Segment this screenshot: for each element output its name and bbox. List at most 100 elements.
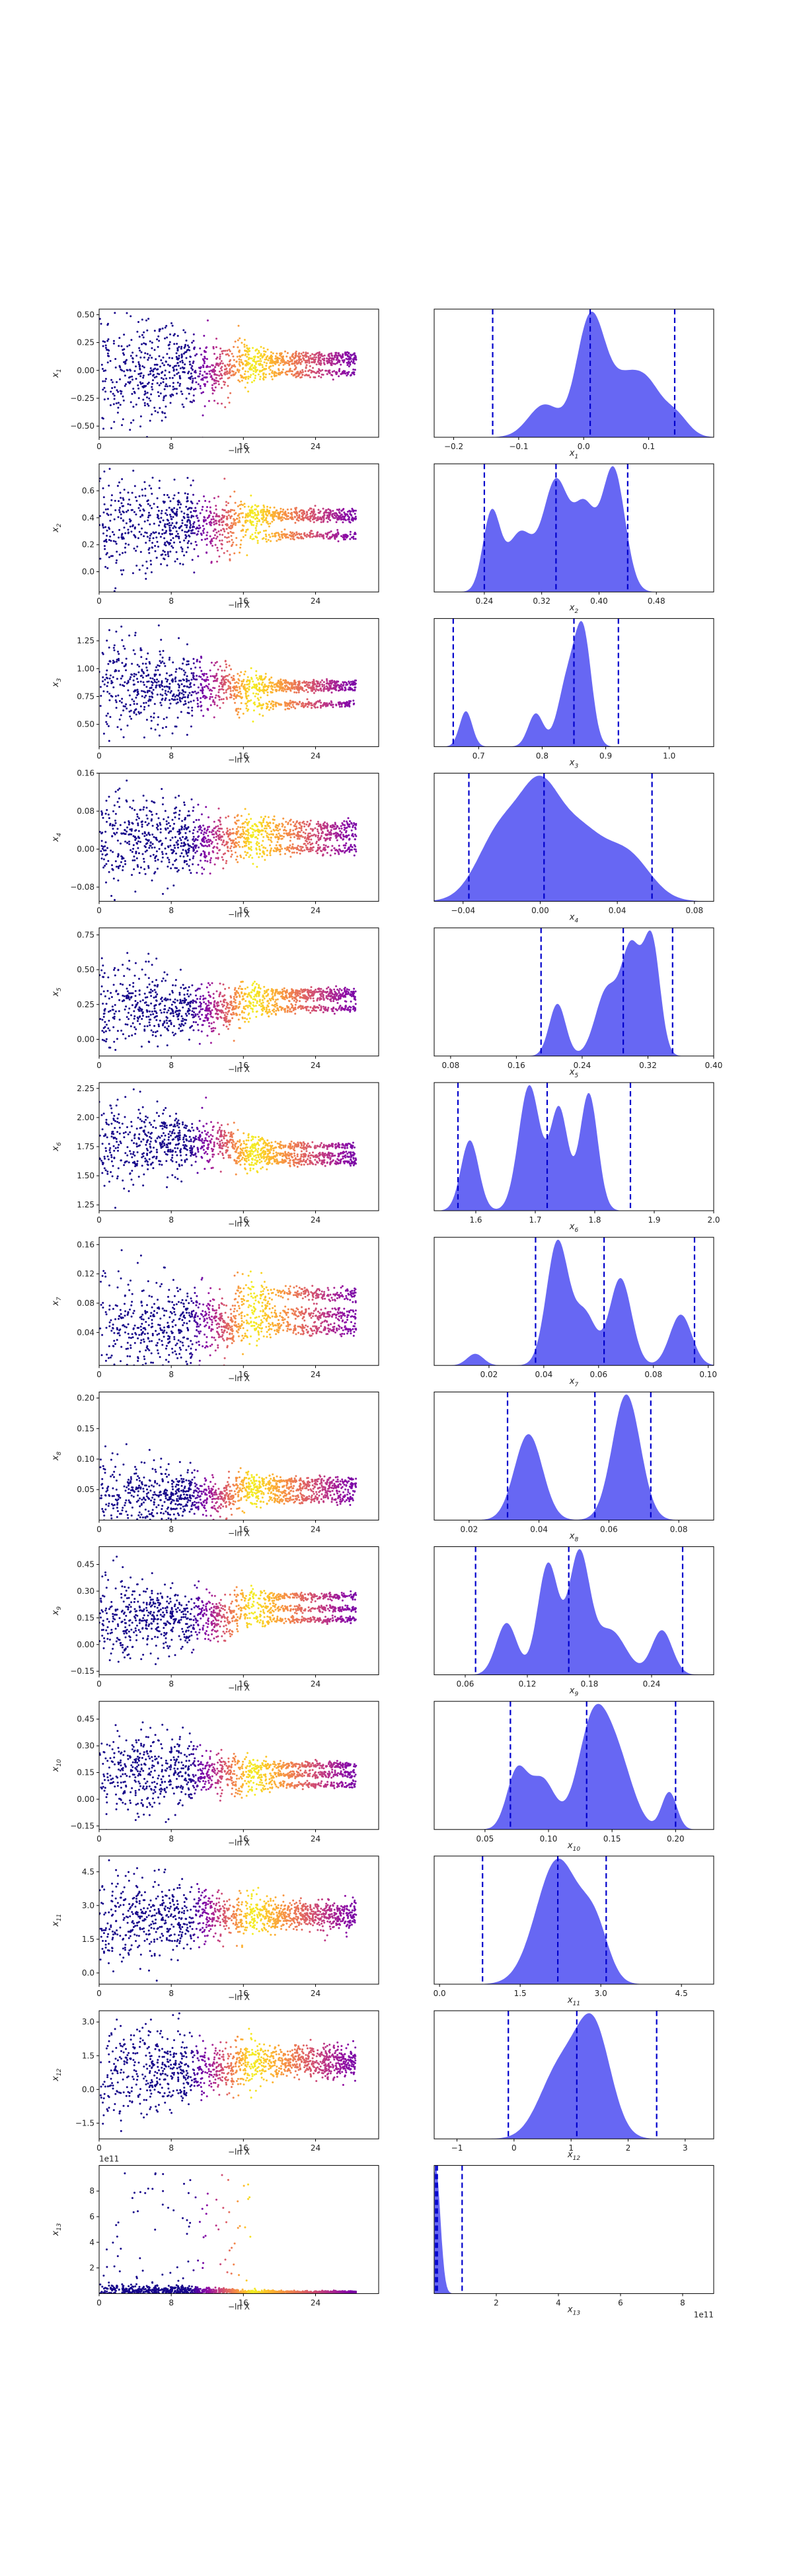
scatter-point [203, 520, 206, 522]
scatter-point [160, 662, 163, 664]
scatter-point [327, 508, 330, 511]
scatter-point [229, 690, 232, 692]
scatter-point [106, 349, 108, 351]
scatter-point [127, 680, 130, 682]
scatter-point [168, 707, 170, 709]
scatter-point [204, 686, 206, 688]
scatter-point [120, 502, 123, 505]
scatter-point [342, 684, 344, 687]
scatter-point [133, 711, 135, 714]
scatter-point [166, 353, 169, 355]
scatter-point [129, 806, 132, 808]
scatter-point [163, 395, 165, 398]
scatter-point [149, 523, 151, 526]
scatter-point [188, 534, 190, 537]
scatter-point [221, 539, 223, 542]
scatter-point [332, 684, 335, 686]
scatter-point [132, 799, 135, 802]
scatter-point [326, 824, 329, 826]
scatter-point [278, 682, 281, 685]
scatter-point [104, 865, 106, 867]
scatter-point [270, 351, 272, 353]
kde-xtick-label: 0.24 [476, 596, 494, 606]
scatter-point [332, 534, 334, 536]
scatter-point [131, 822, 133, 824]
scatter-point [333, 680, 336, 683]
scatter-point [166, 336, 169, 339]
scatter-point [173, 507, 176, 509]
scatter-point [122, 645, 125, 647]
kde-xtick-label: 0.9 [599, 751, 612, 760]
scatter-point [180, 852, 183, 855]
scatter-point [340, 825, 342, 828]
scatter-point [171, 376, 174, 379]
scatter-point [99, 614, 101, 616]
scatter-point [229, 359, 232, 361]
scatter-point [104, 854, 107, 857]
scatter-point [103, 683, 106, 686]
scatter-point [313, 508, 315, 511]
scatter-point [243, 688, 245, 690]
scatter-point [267, 539, 270, 541]
scatter-point [161, 682, 163, 684]
scatter-point [311, 358, 313, 361]
scatter-point [146, 669, 149, 672]
scatter-point [211, 538, 213, 540]
scatter-point [203, 831, 206, 834]
scatter-point [336, 824, 338, 827]
scatter-point [263, 350, 266, 353]
scatter-point [295, 518, 298, 520]
scatter-point [211, 696, 213, 698]
scatter-point [307, 370, 310, 373]
scatter-point [246, 371, 249, 373]
scatter-point [247, 377, 250, 380]
scatter-point [233, 678, 235, 680]
scatter-point [328, 680, 331, 682]
scatter-point [136, 678, 138, 680]
scatter-point [208, 831, 211, 833]
scatter-point [127, 509, 130, 512]
kde-xtick-label: −0.2 [444, 442, 463, 451]
scatter-point [243, 345, 246, 348]
scatter-point [239, 520, 241, 523]
scatter-point [203, 672, 206, 675]
scatter-point [328, 353, 331, 355]
scatter-point [295, 366, 297, 369]
scatter-point [287, 682, 289, 684]
scatter-point [169, 529, 172, 532]
scatter-point [215, 362, 218, 365]
scatter-point [266, 362, 268, 365]
scatter-point [211, 515, 214, 518]
scatter-point [262, 516, 265, 519]
scatter-point [129, 429, 132, 431]
scatter-point [233, 693, 236, 696]
scatter-point [335, 532, 338, 535]
scatter-point [256, 517, 259, 520]
scatter-point [257, 693, 260, 696]
scatter-point [109, 661, 112, 662]
scatter-point [263, 530, 265, 532]
scatter-point [159, 521, 162, 524]
scatter-point [160, 704, 163, 707]
scatter-point [143, 708, 145, 711]
scatter-point [335, 373, 338, 375]
scatter-point [179, 382, 182, 385]
scatter-point [178, 637, 180, 639]
scatter-point [170, 679, 173, 682]
scatter-point [185, 526, 188, 528]
scatter-point [212, 699, 215, 701]
scatter-point [177, 695, 180, 697]
scatter-ytick-label: 0.50 [77, 720, 94, 729]
scatter-point [286, 508, 289, 511]
scatter-point [269, 355, 272, 358]
scatter-point [260, 833, 263, 836]
scatter-point [266, 540, 268, 543]
scatter-point [218, 698, 221, 701]
scatter-point [108, 646, 110, 649]
scatter-point [322, 827, 324, 830]
scatter-point [348, 357, 350, 360]
scatter-point [112, 455, 114, 457]
scatter-point [161, 371, 164, 373]
scatter-point [179, 562, 182, 565]
scatter-point [286, 352, 289, 354]
